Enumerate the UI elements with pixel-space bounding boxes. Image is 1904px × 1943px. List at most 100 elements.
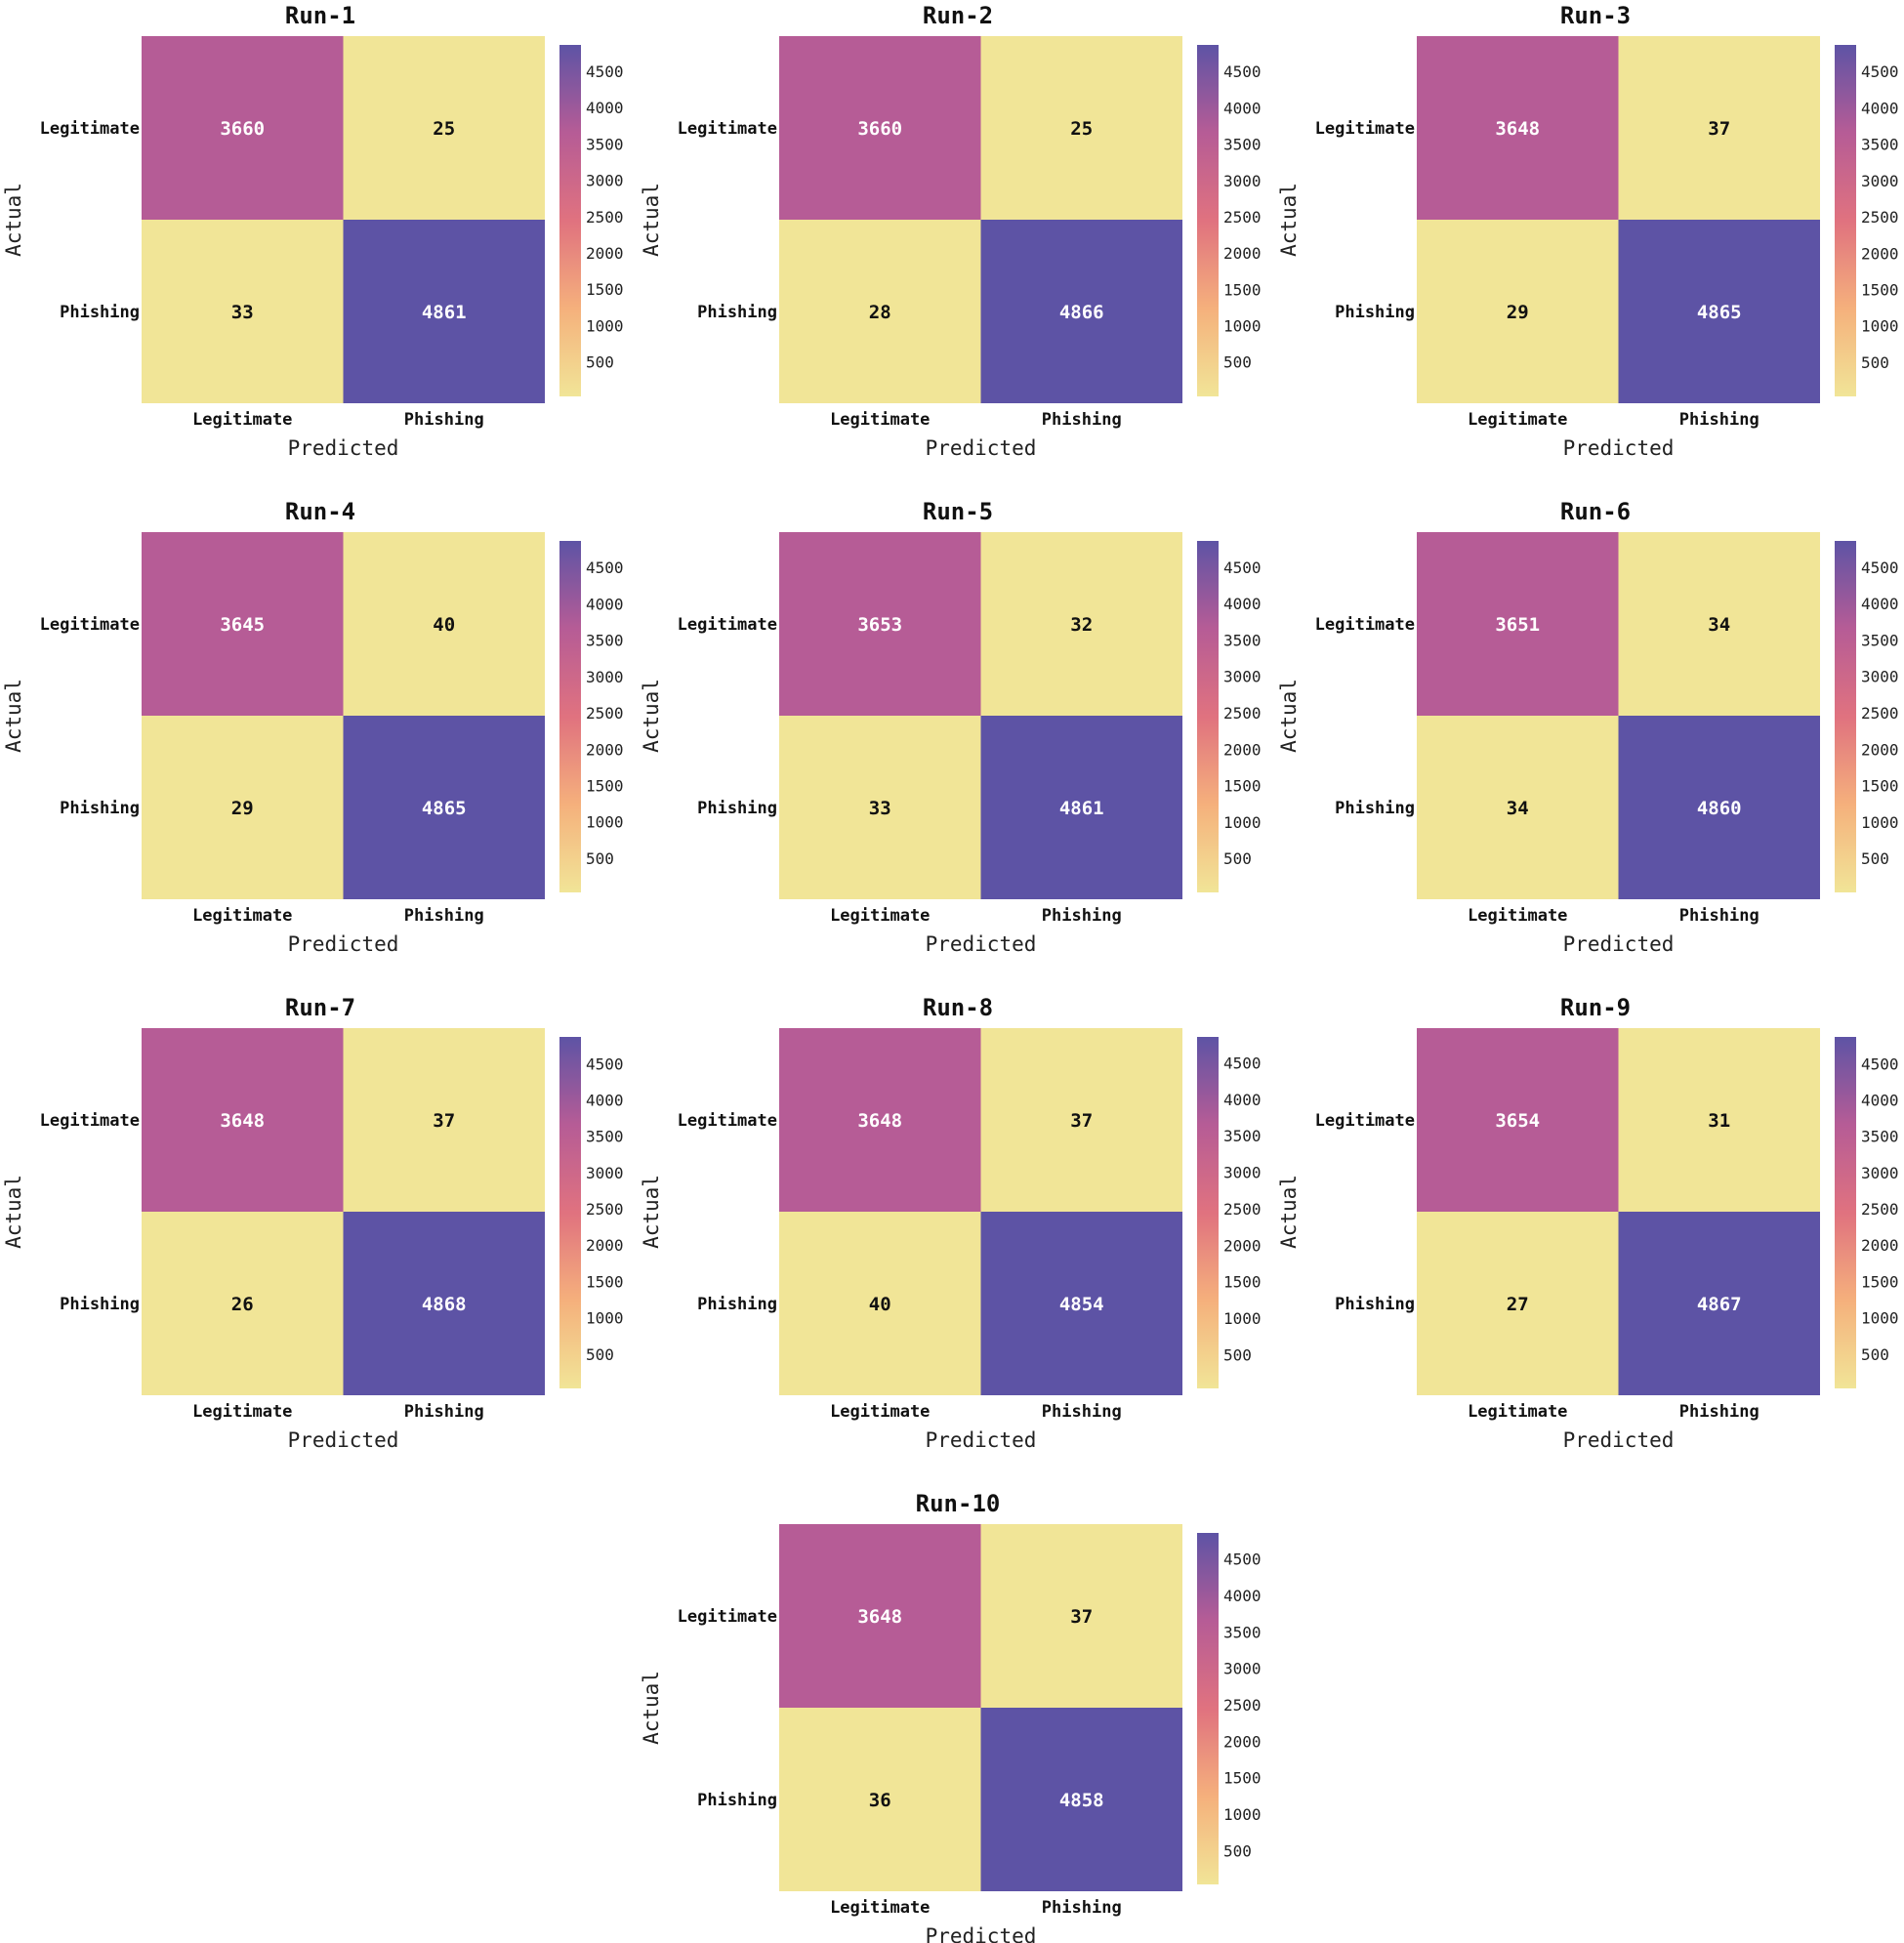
y-axis-label: Actual [1277, 183, 1301, 257]
colorbar-tick-label: 4000 [586, 595, 624, 613]
panel-title: Run-9 [1560, 994, 1631, 1021]
colorbar-tick-label: 3000 [586, 668, 624, 686]
cell-value: 25 [433, 118, 455, 140]
heatmap-cell [343, 532, 545, 716]
x-tick-label: Legitimate [192, 1402, 292, 1422]
colorbar-tick-label: 2500 [1223, 1696, 1262, 1715]
cell-value: 3648 [857, 1606, 902, 1628]
colorbar-tick-label: 500 [1223, 1841, 1252, 1860]
y-axis-label: Actual [2, 183, 25, 257]
heatmap-cell [779, 716, 981, 899]
x-axis-label: Predicted [288, 436, 399, 460]
x-axis-label: Predicted [288, 1428, 399, 1452]
cell-value: 29 [1507, 302, 1529, 323]
x-axis-label: Predicted [926, 1924, 1037, 1943]
y-tick-label: Phishing [1335, 1295, 1415, 1314]
colorbar-tick-label: 1000 [586, 1309, 624, 1328]
colorbar-tick-label: 2500 [1861, 1200, 1899, 1219]
cell-value: 36 [869, 1790, 891, 1811]
heatmap-cell [980, 532, 1182, 716]
heatmap-cell [1618, 532, 1820, 716]
colorbar-tick-label: 4000 [1223, 595, 1262, 613]
colorbar-tick-label: 1500 [1223, 777, 1262, 796]
x-tick-label: Phishing [1042, 906, 1122, 926]
cell-value: 32 [1070, 614, 1093, 636]
heatmap-cell [1417, 716, 1619, 899]
cell-value: 4868 [422, 1294, 467, 1315]
x-tick-label: Phishing [1042, 1898, 1122, 1918]
cell-value: 37 [1070, 1110, 1093, 1132]
x-tick-label: Phishing [1679, 1402, 1759, 1422]
cell-value: 3660 [220, 118, 265, 140]
colorbar-tick-label: 1500 [586, 280, 624, 299]
heatmap-cell [1618, 36, 1820, 220]
panel-10: Run-10 3648 37 36 4858 Legitimate Phishing Legi… [640, 1490, 1262, 1943]
colorbar-tick-label: 2500 [1861, 704, 1899, 723]
colorbar-tick-label: 3000 [586, 172, 624, 190]
heatmap-cell [980, 1028, 1182, 1212]
cell-value: 4866 [1059, 302, 1104, 323]
colorbar-tick-label: 1500 [586, 776, 624, 795]
colorbar-tick-label: 3500 [1861, 136, 1899, 154]
y-axis-label: Actual [640, 1175, 663, 1249]
heatmap-cell [980, 220, 1182, 403]
cell-value: 4865 [422, 798, 467, 819]
heatmap-cell [142, 532, 344, 716]
cell-value: 28 [869, 302, 891, 323]
colorbar-tick-label: 3500 [586, 1128, 624, 1146]
colorbar-tick-label: 3500 [1223, 631, 1262, 649]
colorbar-tick-label: 3000 [1223, 1164, 1262, 1182]
cell-value: 4854 [1059, 1294, 1104, 1315]
colorbar-tick-label: 2000 [1223, 1236, 1262, 1255]
y-tick-label: Phishing [697, 799, 777, 818]
colorbar-tick-label: 1500 [586, 1272, 624, 1291]
cell-value: 3653 [857, 614, 902, 636]
heatmap-cell [980, 36, 1182, 220]
colorbar-tick-label: 3500 [1223, 1623, 1262, 1641]
colorbar-tick-label: 4000 [1223, 99, 1262, 117]
panel-1: Run-1 3660 25 33 4861 Legitimate Phishing Legit… [2, 2, 624, 460]
colorbar-tick-label: 3500 [1861, 1128, 1899, 1146]
heatmap-cell [142, 716, 344, 899]
cell-value: 3648 [857, 1110, 902, 1132]
colorbar-tick-label: 500 [1223, 849, 1252, 868]
cell-value: 4867 [1697, 1294, 1742, 1315]
cell-value: 33 [231, 302, 254, 323]
colorbar-tick-label: 3000 [1861, 668, 1899, 686]
panel-title: Run-10 [916, 1490, 1001, 1517]
colorbar-tick-label: 2000 [1861, 244, 1899, 263]
x-tick-label: Legitimate [1468, 1402, 1567, 1422]
cell-value: 37 [1070, 1606, 1093, 1628]
colorbar-tick-label: 3500 [1223, 1127, 1262, 1145]
panel-4: Run-4 3645 40 29 4865 Legitimate Phishing Legit… [2, 498, 624, 956]
heatmap-cell [343, 220, 545, 403]
panel-5: Run-5 3653 32 33 4861 Legitimate Phishing Legit… [640, 498, 1262, 956]
heatmap-cell [779, 1524, 981, 1708]
colorbar-tick-label: 1000 [1223, 1309, 1262, 1328]
colorbar-tick-label: 1500 [1861, 280, 1899, 299]
x-tick-label: Legitimate [1468, 906, 1567, 926]
y-tick-label: Phishing [1335, 799, 1415, 818]
colorbar-tick-label: 4500 [586, 62, 624, 81]
colorbar-tick-label: 4000 [1223, 1587, 1262, 1605]
heatmap-cell [779, 220, 981, 403]
cell-value: 33 [869, 798, 891, 819]
heatmap-cell [779, 36, 981, 220]
heatmap-cell [343, 716, 545, 899]
cell-value: 4861 [1059, 798, 1104, 819]
colorbar [559, 541, 581, 892]
panel-9: Run-9 3654 31 27 4867 Legitimate Phishing Legit… [1277, 994, 1899, 1452]
y-tick-label: Phishing [697, 1791, 777, 1810]
colorbar-tick-label: 1000 [586, 813, 624, 832]
heatmap-cell [1618, 1028, 1820, 1212]
cell-value: 4865 [1697, 302, 1742, 323]
x-tick-label: Phishing [1042, 1402, 1122, 1422]
heatmap-cell [1417, 220, 1619, 403]
panel-title: Run-3 [1560, 2, 1631, 29]
colorbar-tick-label: 1000 [1223, 813, 1262, 832]
x-axis-label: Predicted [926, 932, 1037, 956]
colorbar [1835, 1037, 1856, 1388]
x-axis-label: Predicted [288, 932, 399, 956]
panel-8: Run-8 3648 37 40 4854 Legitimate Phishing Legit… [640, 994, 1262, 1452]
